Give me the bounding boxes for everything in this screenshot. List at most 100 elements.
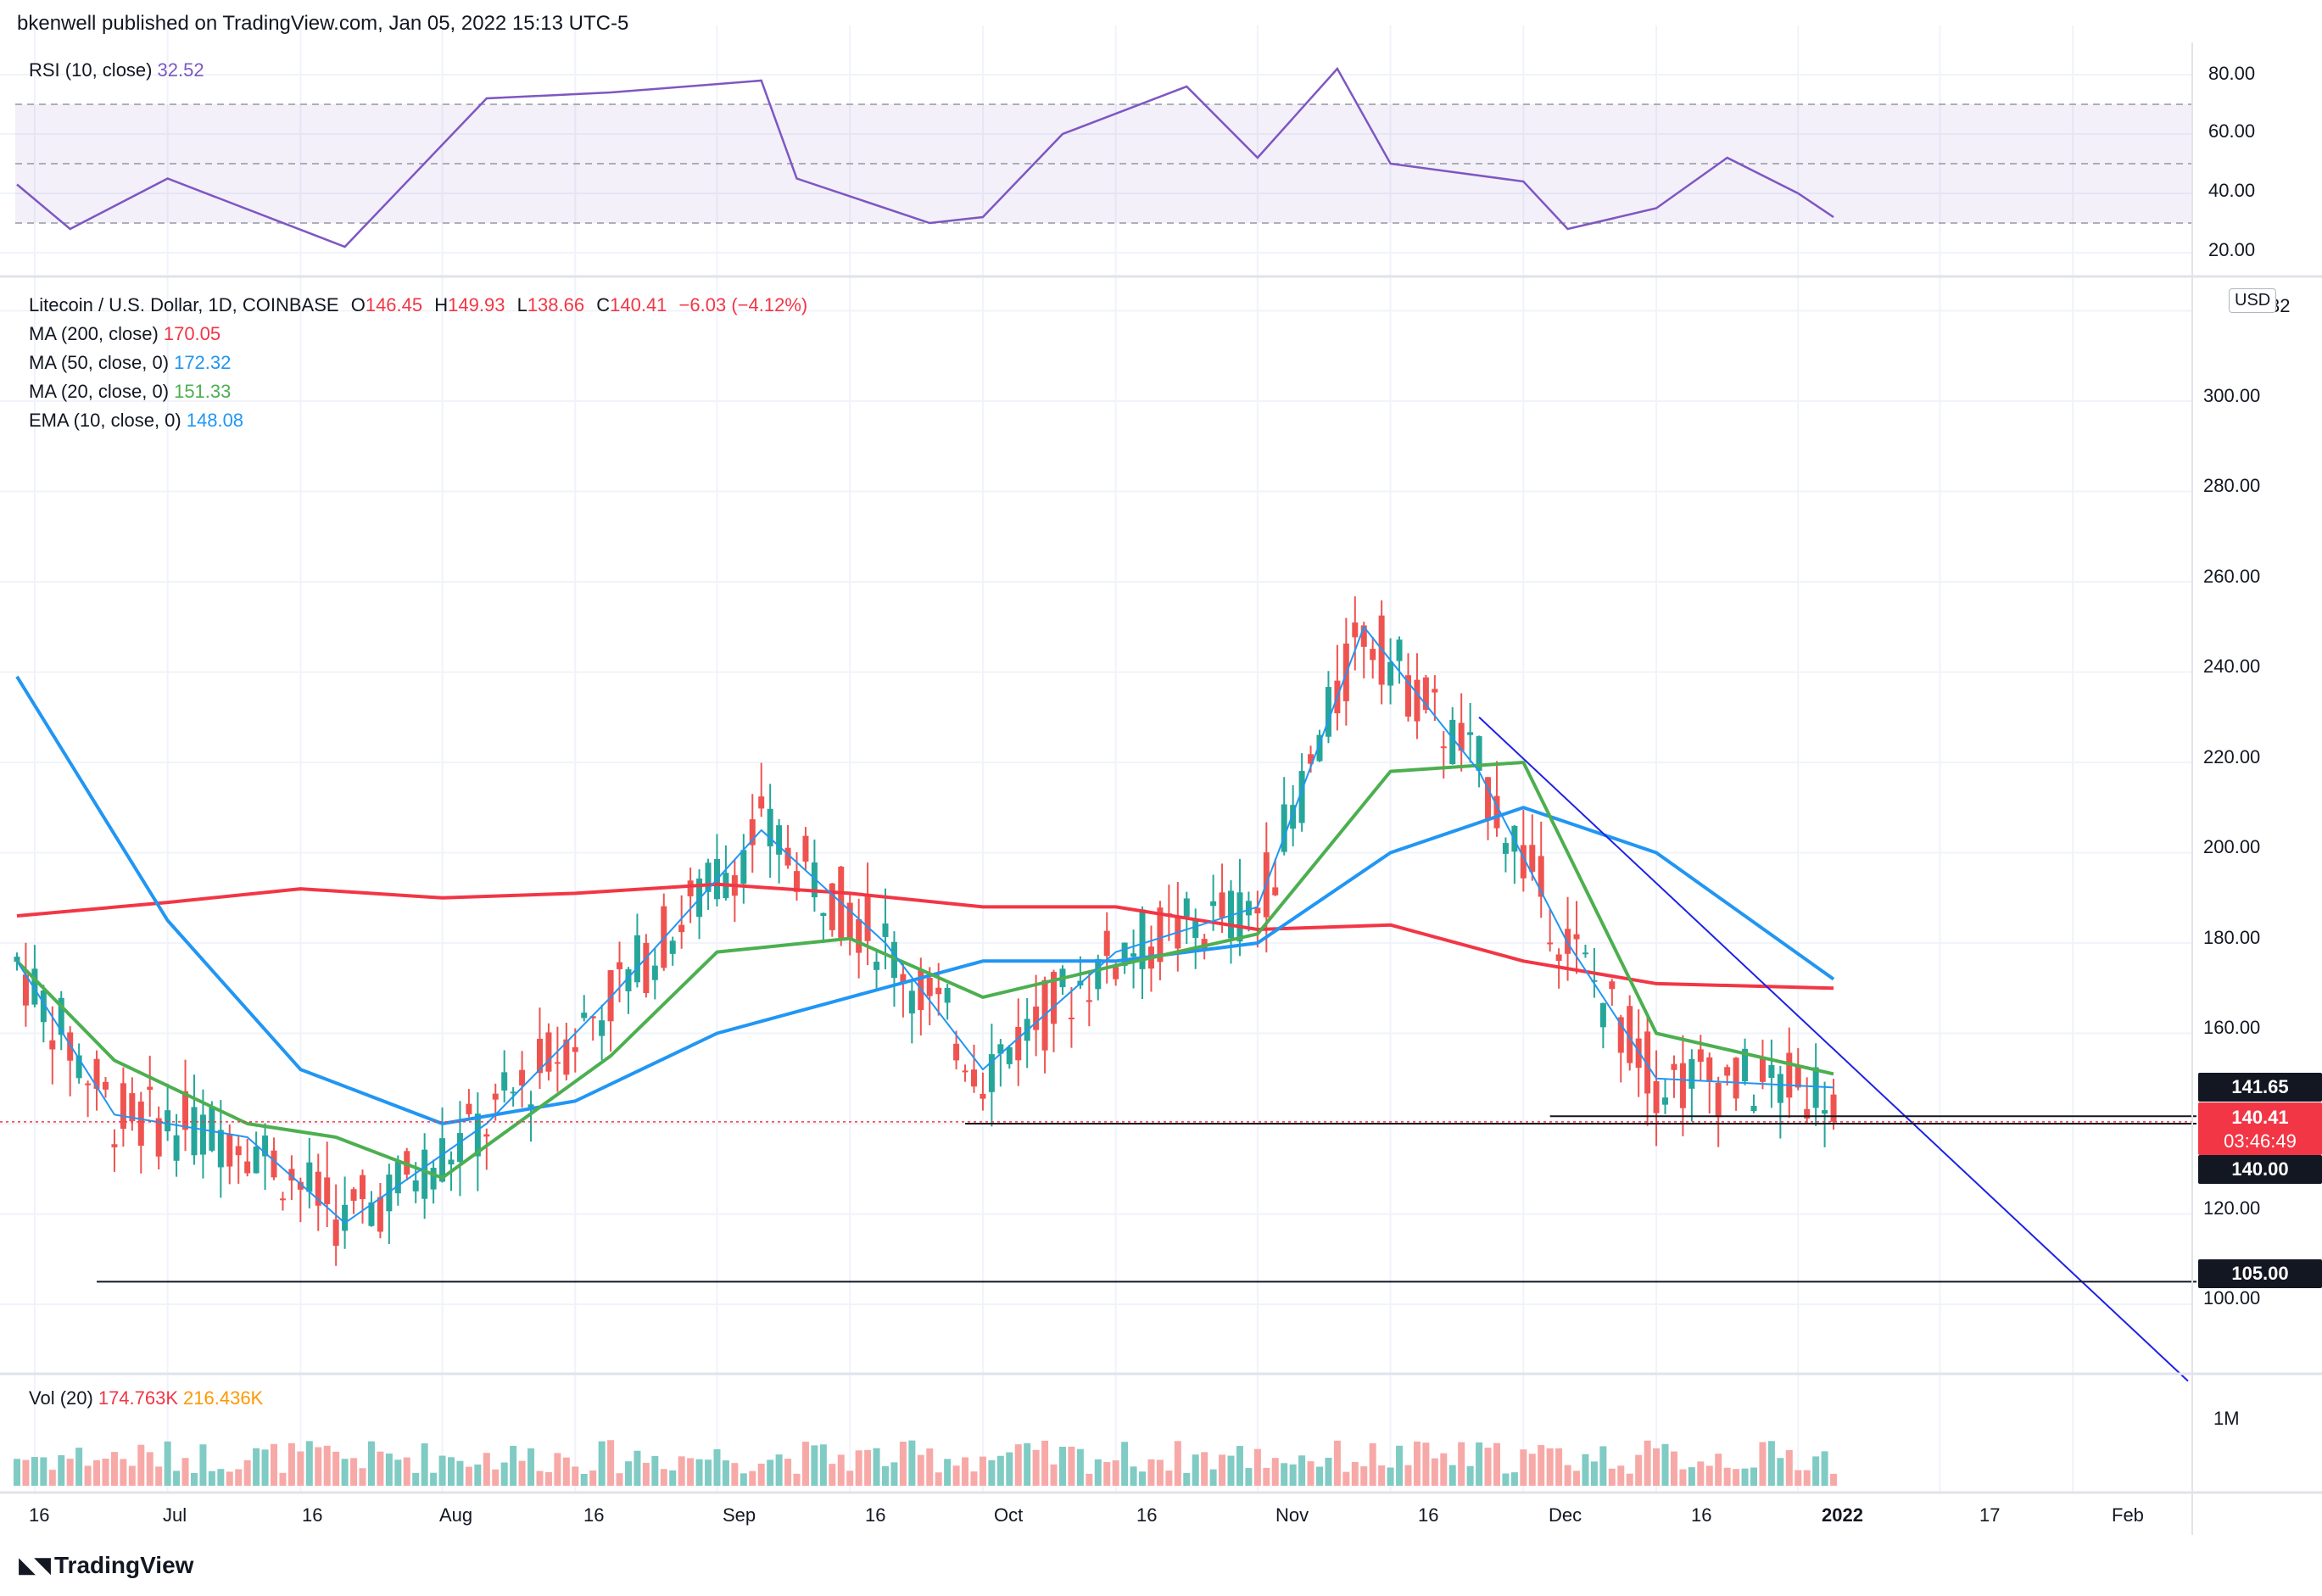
candle-body-111: [997, 1044, 1004, 1054]
volume-bar-68: [616, 1473, 623, 1486]
candle-body-170: [1520, 845, 1527, 879]
volume-bar-156: [1396, 1445, 1404, 1486]
volume-bar-176: [1573, 1470, 1581, 1486]
volume-bar-53: [483, 1453, 490, 1486]
candle-body-36: [332, 1219, 339, 1247]
volume-bar-69: [624, 1461, 632, 1486]
candle-body-134: [1201, 939, 1208, 949]
volume-bar-51: [465, 1466, 472, 1486]
candle-body-103: [926, 977, 933, 996]
volume-bar-2: [31, 1457, 38, 1486]
candle-body-167: [1493, 795, 1500, 829]
candle-body-147: [1316, 734, 1323, 762]
downtrend-line: [1478, 717, 2189, 1382]
candle-body-197: [1759, 1057, 1766, 1082]
volume-bar-141: [1263, 1467, 1270, 1486]
volume-bar-92: [829, 1464, 836, 1486]
candle-body-9: [93, 1058, 100, 1089]
volume-bar-62: [562, 1457, 570, 1486]
volume-bar-14: [137, 1444, 145, 1486]
price-axis-100: 100.00: [2203, 1287, 2261, 1309]
candle-body-144: [1290, 805, 1297, 829]
volume-bar-127: [1139, 1471, 1147, 1486]
volume-bar-200: [1785, 1450, 1793, 1486]
price-axis-300: 300.00: [2203, 385, 2261, 406]
candle-body-163: [1458, 723, 1465, 751]
volume-bar-81: [731, 1463, 739, 1486]
last-price-value: 140.41: [2231, 1107, 2289, 1128]
volume-bar-155: [1387, 1467, 1394, 1486]
ma20-value: 151.33: [174, 381, 232, 402]
candle-body-201: [1795, 1066, 1801, 1088]
volume-bar-165: [1476, 1442, 1483, 1486]
volume-bar-30: [279, 1472, 287, 1486]
candle-body-94: [846, 902, 853, 939]
volume-bar-108: [970, 1471, 978, 1486]
candle-body-83: [749, 819, 756, 845]
volume-bar-161: [1440, 1453, 1448, 1486]
volume-bar-85: [767, 1459, 774, 1486]
price-axis-180: 180.00: [2203, 927, 2261, 948]
candle-body-160: [1432, 689, 1438, 693]
candle-body-200: [1786, 1052, 1793, 1098]
volume-bar-117: [1050, 1464, 1058, 1486]
candle-body-90: [811, 862, 818, 898]
volume-bar-122: [1094, 1459, 1102, 1486]
main-legend: Litecoin / U.S. Dollar, 1D, COINBASE O14…: [29, 291, 807, 435]
volume-bar-55: [500, 1462, 508, 1486]
volume-bar-152: [1360, 1466, 1368, 1486]
volume-bar-105: [944, 1459, 952, 1486]
candle-body-92: [829, 883, 835, 930]
volume-bar-16: [155, 1466, 163, 1486]
volume-bar-37: [341, 1459, 349, 1486]
candle-body-32: [297, 1181, 304, 1190]
volume-bar-101: [908, 1440, 916, 1486]
candle-body-11: [111, 1144, 118, 1147]
candle-body-122: [1095, 958, 1102, 990]
brand-footer[interactable]: ◣◥ TradingView: [19, 1552, 193, 1579]
last-price-tag: 140.41 03:46:49: [2198, 1102, 2322, 1155]
volume-bar-21: [199, 1444, 207, 1486]
volume-bar-97: [873, 1448, 880, 1486]
volume-bar-123: [1103, 1461, 1111, 1486]
ma200-value: 170.05: [163, 323, 221, 344]
volume-bar-113: [1014, 1444, 1022, 1486]
candle-body-174: [1555, 954, 1562, 962]
candle-body-99: [890, 941, 897, 979]
currency-badge[interactable]: USD: [2229, 288, 2277, 313]
volume-bar-148: [1325, 1457, 1332, 1486]
volume-bar-52: [474, 1464, 482, 1486]
candle-body-48: [439, 1138, 446, 1182]
volume-bar-23: [217, 1469, 225, 1486]
candle-body-153: [1370, 649, 1376, 661]
volume-bar-73: [660, 1469, 667, 1486]
volume-bar-65: [589, 1470, 597, 1486]
candle-body-60: [545, 1032, 552, 1072]
candle-body-145: [1298, 771, 1305, 823]
candle-body-71: [643, 942, 650, 993]
candle-body-75: [678, 924, 685, 933]
volume-bar-32: [297, 1451, 304, 1486]
volume-bar-39: [359, 1468, 366, 1486]
ma200-label: MA (200, close): [29, 323, 159, 344]
volume-axis-1m: 1M: [2213, 1408, 2240, 1429]
volume-bar-9: [93, 1459, 101, 1486]
volume-bar-50: [456, 1460, 464, 1486]
candle-body-38: [350, 1189, 357, 1201]
volume-bar-33: [305, 1441, 313, 1486]
candle-body-204: [1822, 1110, 1828, 1114]
candle-body-186: [1662, 1097, 1669, 1105]
volume-bar-76: [687, 1458, 695, 1486]
time-label-oct: Oct: [994, 1504, 1024, 1526]
volume-bar-31: [287, 1443, 295, 1486]
volume-bar-171: [1528, 1454, 1536, 1486]
volume-bar-75: [678, 1456, 685, 1486]
volume-bar-88: [793, 1473, 801, 1486]
volume-bar-56: [510, 1445, 517, 1486]
candle-body-16: [155, 1118, 162, 1157]
ma20-label: MA (20, close, 0): [29, 381, 170, 402]
candle-body-35: [324, 1177, 331, 1204]
ohlc-close: 140.41: [610, 294, 667, 315]
grid-lines: [0, 25, 2192, 1493]
price-axis-260: 260.00: [2203, 566, 2261, 587]
